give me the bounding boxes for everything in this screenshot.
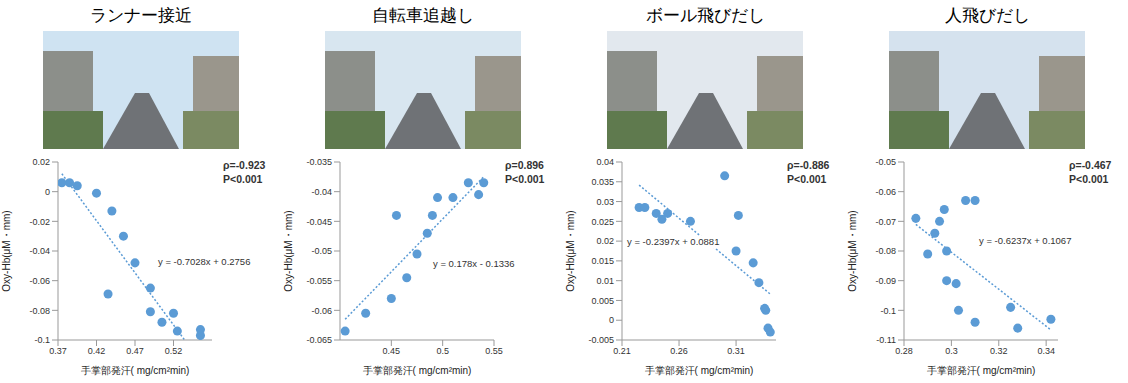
svg-text:-0.05: -0.05: [875, 157, 896, 167]
svg-text:0.34: 0.34: [1037, 346, 1055, 356]
svg-text:0.21: 0.21: [613, 346, 631, 356]
svg-text:0.28: 0.28: [895, 346, 913, 356]
svg-text:-0.08: -0.08: [875, 246, 896, 256]
svg-text:手掌部発汗( mg/cm²min): 手掌部発汗( mg/cm²min): [927, 365, 1036, 376]
html-text:P<0.001: P<0.001: [1069, 173, 1109, 185]
svg-text:手掌部発汗( mg/cm²min): 手掌部発汗( mg/cm²min): [363, 365, 472, 376]
svg-text:Oxy-Hb(μM・mm): Oxy-Hb(μM・mm): [283, 210, 294, 291]
svg-text:0.005: 0.005: [591, 296, 614, 306]
html-text:P<0.001: P<0.001: [505, 173, 545, 185]
svg-text:0.01: 0.01: [596, 276, 614, 286]
svg-text:0: 0: [45, 187, 50, 197]
html-text:y = 0.178x - 0.1336: y = 0.178x - 0.1336: [433, 258, 515, 269]
svg-text:-0.035: -0.035: [306, 157, 332, 167]
svg-text:0.015: 0.015: [591, 256, 614, 266]
svg-text:-0.06: -0.06: [311, 306, 332, 316]
svg-text:-0.11: -0.11: [876, 335, 896, 345]
svg-text:0.45: 0.45: [383, 346, 401, 356]
svg-text:0.32: 0.32: [990, 346, 1008, 356]
svg-text:-0.07: -0.07: [875, 217, 896, 227]
svg-text:-0.09: -0.09: [875, 276, 896, 286]
svg-text:手掌部発汗( mg/cm²min): 手掌部発汗( mg/cm²min): [645, 365, 754, 376]
svg-text:手掌部発汗( mg/cm²min): 手掌部発汗( mg/cm²min): [81, 365, 190, 376]
svg-text:0.02: 0.02: [32, 157, 50, 167]
svg-text:Oxy-Hb(μM・mm): Oxy-Hb(μM・mm): [565, 210, 576, 291]
svg-text:0.03: 0.03: [596, 197, 614, 207]
html-text:ρ=-0.923: ρ=-0.923: [223, 159, 266, 171]
svg-text:-0.1: -0.1: [880, 306, 896, 316]
svg-text:0.52: 0.52: [165, 346, 183, 356]
svg-text:0.42: 0.42: [88, 346, 106, 356]
svg-text:-0.08: -0.08: [29, 306, 50, 316]
html-text:ボール飛びだし: ボール飛びだし: [645, 6, 765, 25]
html-text:y = -0.7028x + 0.2756: y = -0.7028x + 0.2756: [158, 256, 251, 267]
svg-text:-0.005: -0.005: [588, 335, 614, 345]
html-text:y = -0.6237x + 0.1067: y = -0.6237x + 0.1067: [979, 235, 1072, 246]
html-text:P<0.001: P<0.001: [787, 173, 827, 185]
svg-text:-0.045: -0.045: [306, 217, 332, 227]
svg-text:0.37: 0.37: [49, 346, 67, 356]
svg-text:-0.1: -0.1: [34, 335, 50, 345]
html-text:ランナー接近: ランナー接近: [90, 6, 192, 25]
svg-text:0.04: 0.04: [596, 157, 614, 167]
svg-text:-0.02: -0.02: [29, 217, 50, 227]
svg-text:0.47: 0.47: [126, 346, 144, 356]
svg-text:-0.055: -0.055: [306, 276, 332, 286]
svg-text:-0.05: -0.05: [311, 246, 332, 256]
svg-text:0.025: 0.025: [591, 217, 614, 227]
html-text:ρ=-0.467: ρ=-0.467: [1069, 159, 1112, 171]
svg-text:0.5: 0.5: [436, 346, 449, 356]
html-text:y = -0.2397x + 0.0881: y = -0.2397x + 0.0881: [627, 236, 720, 247]
html-text:ρ=-0.886: ρ=-0.886: [787, 159, 830, 171]
svg-text:-0.04: -0.04: [29, 246, 50, 256]
html-text:ρ=0.896: ρ=0.896: [505, 159, 544, 171]
svg-text:0.02: 0.02: [596, 236, 614, 246]
svg-text:-0.04: -0.04: [311, 187, 332, 197]
svg-text:Oxy-Hb(μM・mm): Oxy-Hb(μM・mm): [1, 210, 12, 291]
svg-text:Oxy-Hb(μM・mm): Oxy-Hb(μM・mm): [847, 210, 858, 291]
html-text:自転車追越し: 自転車追越し: [372, 6, 474, 25]
svg-text:0.035: 0.035: [591, 177, 614, 187]
html-text:人飛びだし: 人飛びだし: [944, 6, 1030, 25]
svg-text:0.3: 0.3: [945, 346, 958, 356]
svg-text:-0.065: -0.065: [306, 335, 332, 345]
svg-text:0.55: 0.55: [485, 346, 503, 356]
svg-text:-0.06: -0.06: [875, 187, 896, 197]
html-text:P<0.001: P<0.001: [223, 173, 263, 185]
svg-text:0.31: 0.31: [727, 346, 745, 356]
svg-text:-0.06: -0.06: [29, 276, 50, 286]
svg-text:0.26: 0.26: [670, 346, 688, 356]
svg-text:0: 0: [609, 315, 614, 325]
